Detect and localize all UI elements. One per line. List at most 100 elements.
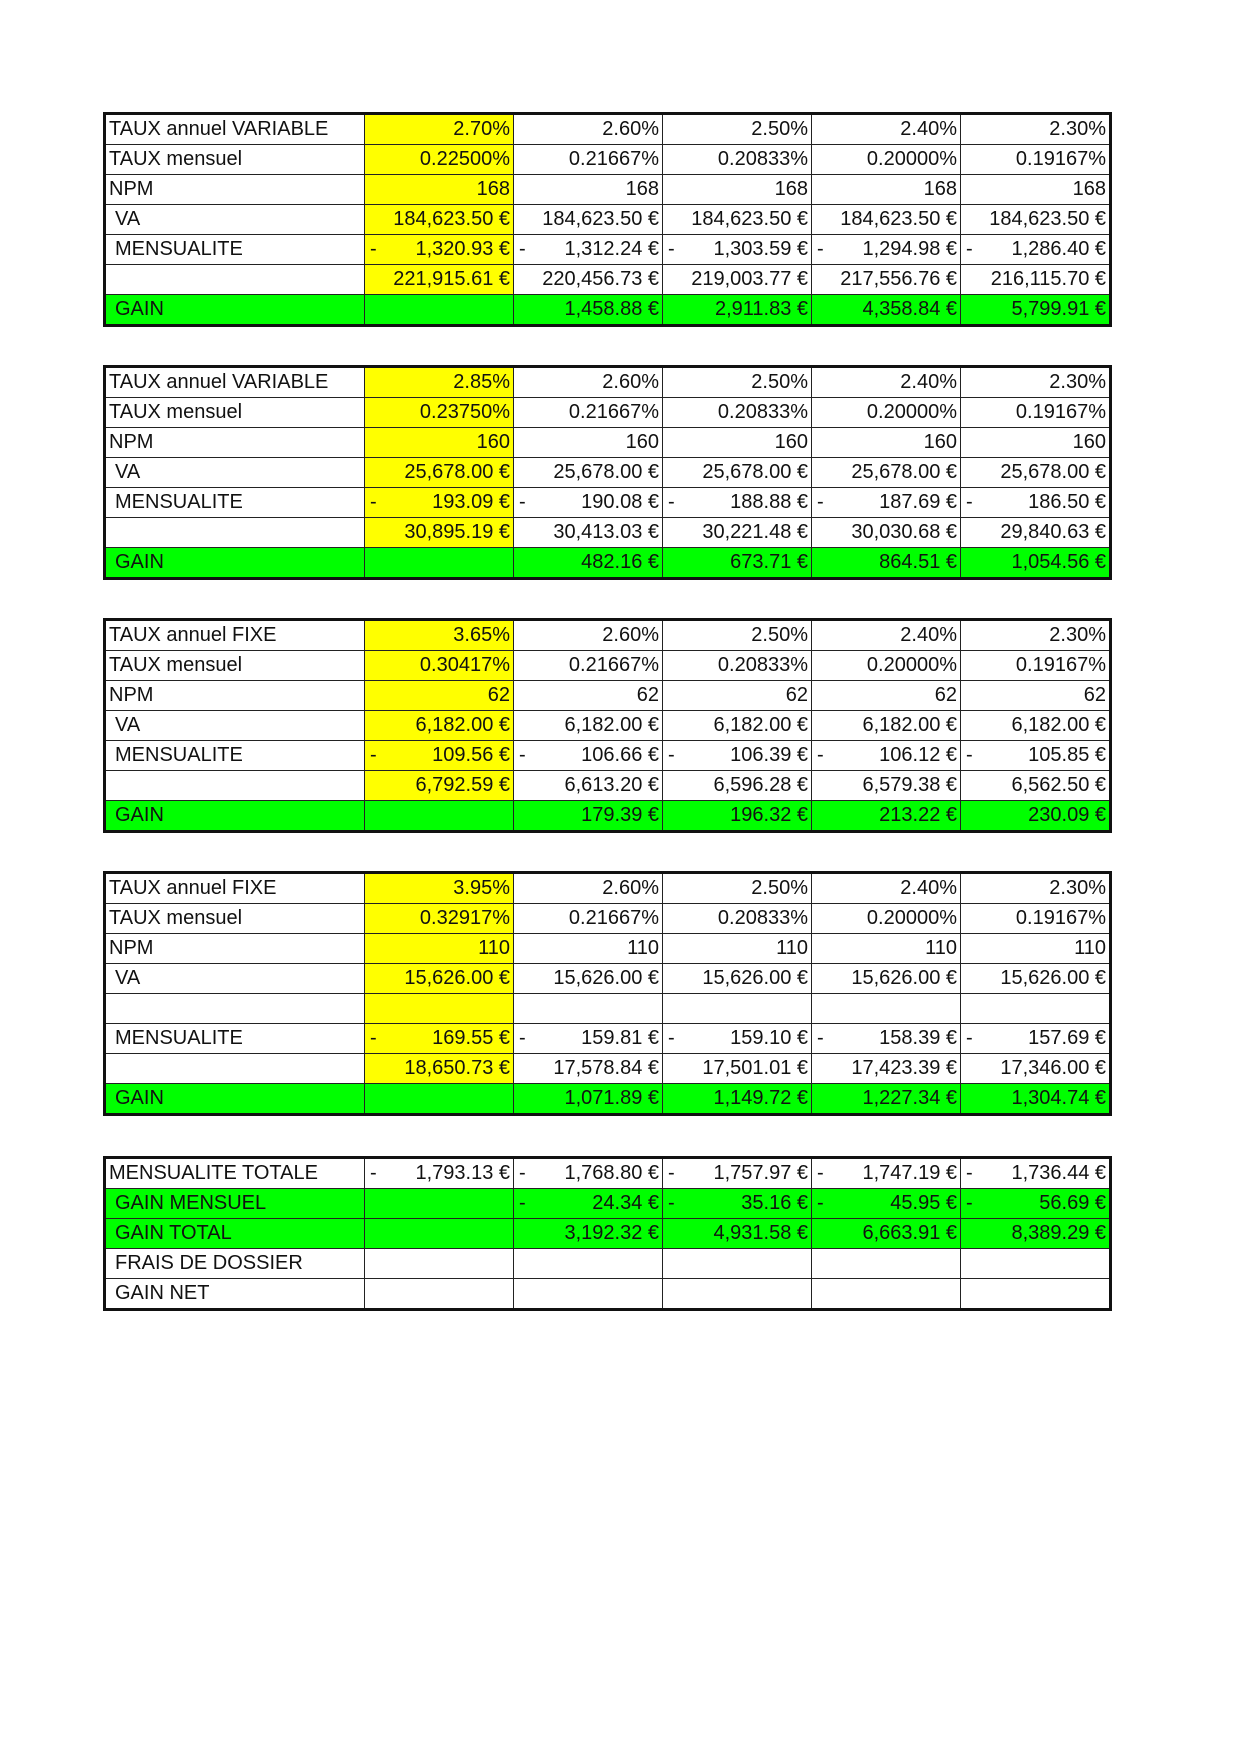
cell[interactable]: 196.32 € (662, 800, 812, 832)
cell[interactable]: 213.22 € (811, 800, 961, 832)
row-label[interactable] (104, 993, 365, 1024)
cell[interactable]: 2.40% (811, 113, 961, 145)
cell[interactable]: - 106.39 € (662, 740, 812, 771)
cell[interactable] (513, 1248, 663, 1279)
cell[interactable] (662, 993, 812, 1024)
cell[interactable]: 6,182.00 € (364, 710, 514, 741)
cell[interactable]: - 1,286.40 € (960, 234, 1111, 265)
cell[interactable] (364, 294, 514, 326)
cell[interactable]: 0.20000% (811, 903, 961, 934)
cell[interactable]: 0.30417% (364, 650, 514, 681)
row-label[interactable]: GAIN (104, 1083, 365, 1115)
cell[interactable]: 6,562.50 € (960, 770, 1111, 801)
cell[interactable]: 6,792.59 € (364, 770, 514, 801)
cell[interactable]: 25,678.00 € (662, 457, 812, 488)
cell[interactable]: 184,623.50 € (513, 204, 663, 235)
row-label[interactable]: TAUX mensuel (104, 903, 365, 934)
cell[interactable] (811, 993, 961, 1024)
cell[interactable]: 1,071.89 € (513, 1083, 663, 1115)
cell[interactable]: 0.20833% (662, 397, 812, 428)
cell[interactable]: 482.16 € (513, 547, 663, 579)
row-label[interactable]: NPM (104, 174, 365, 205)
cell[interactable]: 6,182.00 € (513, 710, 663, 741)
cell[interactable] (364, 1278, 514, 1310)
cell[interactable]: 62 (513, 680, 663, 711)
cell[interactable] (364, 1218, 514, 1249)
cell[interactable]: 160 (662, 427, 812, 458)
cell[interactable]: 2.50% (662, 619, 812, 651)
row-label[interactable]: GAIN NET (104, 1278, 365, 1310)
cell[interactable] (811, 1278, 961, 1310)
cell[interactable]: 30,221.48 € (662, 517, 812, 548)
cell[interactable]: 2.60% (513, 619, 663, 651)
cell[interactable]: 2.50% (662, 366, 812, 398)
cell[interactable]: - 1,312.24 € (513, 234, 663, 265)
cell[interactable] (513, 1278, 663, 1310)
row-label[interactable]: MENSUALITE TOTALE (104, 1157, 365, 1189)
cell[interactable]: 168 (811, 174, 961, 205)
cell[interactable]: 2.50% (662, 113, 812, 145)
cell[interactable]: 6,182.00 € (811, 710, 961, 741)
cell[interactable]: 184,623.50 € (662, 204, 812, 235)
cell[interactable]: 2,911.83 € (662, 294, 812, 326)
cell[interactable]: 184,623.50 € (960, 204, 1111, 235)
cell[interactable] (364, 547, 514, 579)
cell[interactable]: 0.21667% (513, 397, 663, 428)
cell[interactable]: 110 (513, 933, 663, 964)
cell[interactable]: 2.60% (513, 366, 663, 398)
cell[interactable]: 18,650.73 € (364, 1053, 514, 1084)
cell[interactable]: 2.40% (811, 619, 961, 651)
cell[interactable]: - 1,294.98 € (811, 234, 961, 265)
row-label[interactable]: MENSUALITE (104, 740, 365, 771)
cell[interactable]: - 1,303.59 € (662, 234, 812, 265)
cell[interactable]: 168 (960, 174, 1111, 205)
row-label[interactable] (104, 770, 365, 801)
row-label[interactable] (104, 264, 365, 295)
cell[interactable] (364, 800, 514, 832)
cell[interactable] (662, 1248, 812, 1279)
cell[interactable]: 0.22500% (364, 144, 514, 175)
cell[interactable]: 1,054.56 € (960, 547, 1111, 579)
cell[interactable]: - 188.88 € (662, 487, 812, 518)
cell[interactable]: 0.20000% (811, 397, 961, 428)
cell[interactable]: 216,115.70 € (960, 264, 1111, 295)
cell[interactable] (364, 1188, 514, 1219)
cell[interactable]: 17,423.39 € (811, 1053, 961, 1084)
cell[interactable]: 15,626.00 € (364, 963, 514, 994)
cell[interactable]: 2.60% (513, 113, 663, 145)
cell[interactable]: 184,623.50 € (811, 204, 961, 235)
cell[interactable]: 30,030.68 € (811, 517, 961, 548)
cell[interactable]: 1,227.34 € (811, 1083, 961, 1115)
row-label[interactable] (104, 1053, 365, 1084)
cell[interactable]: - 45.95 € (811, 1188, 961, 1219)
cell[interactable]: 2.30% (960, 113, 1111, 145)
cell[interactable]: - 186.50 € (960, 487, 1111, 518)
cell[interactable]: - 1,757.97 € (662, 1157, 812, 1189)
cell[interactable]: 62 (364, 680, 514, 711)
cell[interactable]: 168 (662, 174, 812, 205)
cell[interactable]: 864.51 € (811, 547, 961, 579)
cell[interactable]: 0.21667% (513, 650, 663, 681)
cell[interactable] (662, 1278, 812, 1310)
cell[interactable]: 110 (662, 933, 812, 964)
cell[interactable] (960, 1248, 1111, 1279)
cell[interactable]: 3.95% (364, 872, 514, 904)
cell[interactable]: 6,182.00 € (960, 710, 1111, 741)
cell[interactable]: - 158.39 € (811, 1023, 961, 1054)
cell[interactable]: 0.19167% (960, 397, 1111, 428)
cell[interactable] (364, 1083, 514, 1115)
cell[interactable]: - 1,768.80 € (513, 1157, 663, 1189)
cell[interactable]: - 190.08 € (513, 487, 663, 518)
row-label[interactable]: NPM (104, 427, 365, 458)
cell[interactable]: 2.30% (960, 619, 1111, 651)
cell[interactable]: 15,626.00 € (662, 963, 812, 994)
cell[interactable]: 25,678.00 € (811, 457, 961, 488)
row-label[interactable]: GAIN (104, 547, 365, 579)
cell[interactable]: 6,596.28 € (662, 770, 812, 801)
cell[interactable]: 221,915.61 € (364, 264, 514, 295)
row-label[interactable]: TAUX annuel VARIABLE (104, 366, 365, 398)
cell[interactable]: - 157.69 € (960, 1023, 1111, 1054)
cell[interactable]: 160 (811, 427, 961, 458)
row-label[interactable]: TAUX annuel FIXE (104, 872, 365, 904)
cell[interactable]: 160 (513, 427, 663, 458)
